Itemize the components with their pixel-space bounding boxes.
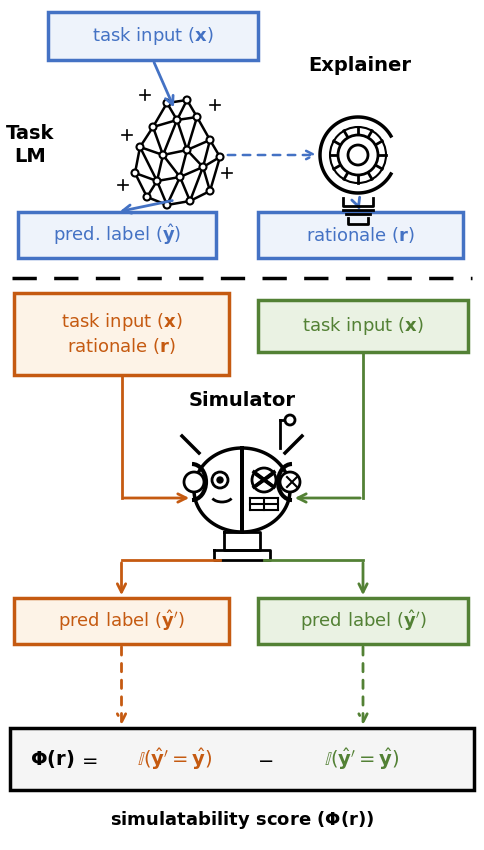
Text: rationale ($\mathbf{r}$): rationale ($\mathbf{r}$) [306,225,415,245]
Circle shape [173,116,181,123]
FancyBboxPatch shape [258,212,463,258]
Circle shape [183,97,191,104]
Text: task input ($\mathbf{x}$): task input ($\mathbf{x}$) [60,311,182,333]
Circle shape [216,154,224,161]
FancyBboxPatch shape [18,212,216,258]
FancyBboxPatch shape [10,728,474,790]
Polygon shape [194,448,242,532]
Circle shape [285,415,295,425]
FancyBboxPatch shape [258,300,468,352]
Text: Explainer: Explainer [308,55,411,75]
Polygon shape [224,532,260,550]
Circle shape [183,146,191,154]
Text: pred. label ($\hat{\mathbf{y}}$): pred. label ($\hat{\mathbf{y}}$) [53,223,181,247]
Text: $\mathbb{I}(\hat{\mathbf{y}}^{\prime}=\hat{\mathbf{y}})$: $\mathbb{I}(\hat{\mathbf{y}}^{\prime}=\h… [137,746,213,772]
Text: $\mathbb{I}(\hat{\mathbf{y}}^{\prime}=\hat{\mathbf{y}})$: $\mathbb{I}(\hat{\mathbf{y}}^{\prime}=\h… [324,746,400,772]
Circle shape [207,188,213,195]
Circle shape [136,144,143,150]
Circle shape [199,163,207,171]
Circle shape [150,123,156,131]
Text: task input ($\mathbf{x}$): task input ($\mathbf{x}$) [302,315,424,337]
Text: pred label ($\hat{\mathbf{y}}'$): pred label ($\hat{\mathbf{y}}'$) [58,609,185,633]
FancyBboxPatch shape [14,293,229,375]
Text: rationale ($\mathbf{r}$): rationale ($\mathbf{r}$) [67,336,176,356]
Circle shape [143,194,151,201]
Circle shape [160,151,166,158]
Circle shape [164,201,170,208]
Circle shape [280,472,300,492]
Polygon shape [242,448,290,532]
Circle shape [212,472,228,488]
FancyBboxPatch shape [48,12,258,60]
Text: $-$: $-$ [257,750,273,768]
Circle shape [348,145,368,165]
Circle shape [338,135,378,175]
Text: pred label ($\hat{\mathbf{y}}'$): pred label ($\hat{\mathbf{y}}'$) [300,609,426,633]
Circle shape [164,99,170,106]
Circle shape [194,114,200,121]
Text: Simulator: Simulator [188,390,296,410]
Circle shape [207,137,213,144]
Text: $=$: $=$ [78,750,98,768]
Text: $\mathbf{\Phi(r)}$: $\mathbf{\Phi(r)}$ [30,748,75,770]
Circle shape [132,169,138,177]
FancyBboxPatch shape [258,598,468,644]
Circle shape [177,173,183,180]
Circle shape [217,477,223,483]
Circle shape [153,178,161,184]
Text: task input ($\mathbf{x}$): task input ($\mathbf{x}$) [92,25,214,47]
Text: Task
LM: Task LM [6,124,54,167]
Text: simulatability score ($\mathbf{\Phi(r)}$): simulatability score ($\mathbf{\Phi(r)}$… [110,809,374,831]
Polygon shape [214,550,270,560]
FancyBboxPatch shape [14,598,229,644]
Circle shape [186,197,194,205]
Circle shape [184,472,204,492]
Circle shape [252,468,276,492]
